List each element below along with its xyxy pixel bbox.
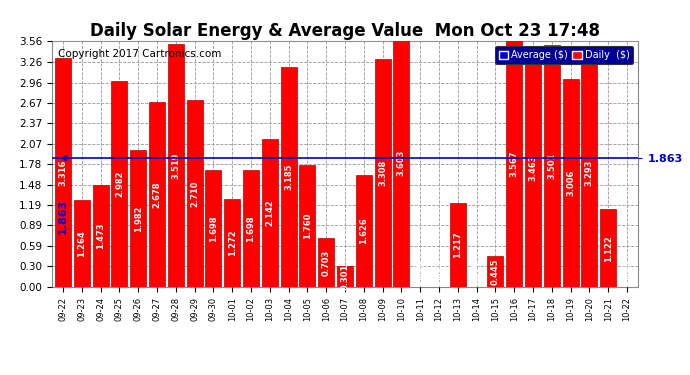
Bar [111, 81, 128, 287]
Text: 0.000: 0.000 [472, 260, 481, 286]
Bar [506, 41, 522, 287]
Text: 3.519: 3.519 [171, 152, 180, 179]
Bar [582, 60, 598, 287]
Text: 0.703: 0.703 [322, 249, 331, 276]
Text: 1.473: 1.473 [96, 223, 105, 249]
Text: 1.863: 1.863 [58, 198, 68, 234]
Text: 0.445: 0.445 [491, 258, 500, 285]
Bar [544, 45, 560, 287]
Bar [186, 100, 203, 287]
Text: 0.000: 0.000 [415, 260, 424, 286]
Bar [243, 170, 259, 287]
Bar [393, 38, 409, 287]
Bar [262, 139, 278, 287]
Bar [600, 210, 616, 287]
Text: 2.710: 2.710 [190, 180, 199, 207]
Text: 3.308: 3.308 [378, 160, 387, 186]
Text: 3.293: 3.293 [585, 160, 594, 186]
Text: 1.264: 1.264 [77, 230, 86, 256]
Text: 2.142: 2.142 [266, 200, 275, 226]
Text: 1.122: 1.122 [604, 235, 613, 261]
Bar [318, 238, 334, 287]
Text: 1.217: 1.217 [453, 232, 462, 258]
Text: 1.626: 1.626 [359, 217, 368, 244]
Text: 1.982: 1.982 [134, 205, 143, 232]
Text: 2.678: 2.678 [152, 181, 161, 208]
Text: 3.463: 3.463 [529, 154, 538, 181]
Text: 1.698: 1.698 [209, 215, 218, 242]
Bar [562, 80, 579, 287]
Text: 3.185: 3.185 [284, 164, 293, 190]
Bar [130, 150, 146, 287]
Text: 0.003: 0.003 [622, 260, 631, 286]
Bar [356, 175, 372, 287]
Text: 2.982: 2.982 [115, 171, 124, 197]
Bar [337, 266, 353, 287]
Title: Daily Solar Energy & Average Value  Mon Oct 23 17:48: Daily Solar Energy & Average Value Mon O… [90, 22, 600, 40]
Bar [487, 256, 504, 287]
Text: 3.006: 3.006 [566, 170, 575, 196]
Bar [206, 170, 221, 287]
Bar [281, 67, 297, 287]
Bar [450, 203, 466, 287]
Bar [224, 199, 240, 287]
Bar [55, 58, 71, 287]
Bar [525, 48, 541, 287]
Bar [375, 58, 391, 287]
Bar [74, 200, 90, 287]
Bar [168, 44, 184, 287]
Legend: Average ($), Daily  ($): Average ($), Daily ($) [495, 46, 633, 64]
Text: 0.301: 0.301 [340, 263, 350, 290]
Text: Copyright 2017 Cartronics.com: Copyright 2017 Cartronics.com [58, 49, 221, 58]
Text: 3.603: 3.603 [397, 149, 406, 176]
Text: 3.501: 3.501 [547, 153, 556, 179]
Bar [92, 185, 108, 287]
Text: 1.698: 1.698 [246, 215, 255, 242]
Text: 0.003: 0.003 [435, 260, 444, 286]
Text: 3.316: 3.316 [59, 159, 68, 186]
Text: 1.760: 1.760 [303, 213, 312, 239]
Text: 3.567: 3.567 [510, 151, 519, 177]
Bar [149, 102, 165, 287]
Bar [299, 165, 315, 287]
Text: 1.272: 1.272 [228, 230, 237, 256]
